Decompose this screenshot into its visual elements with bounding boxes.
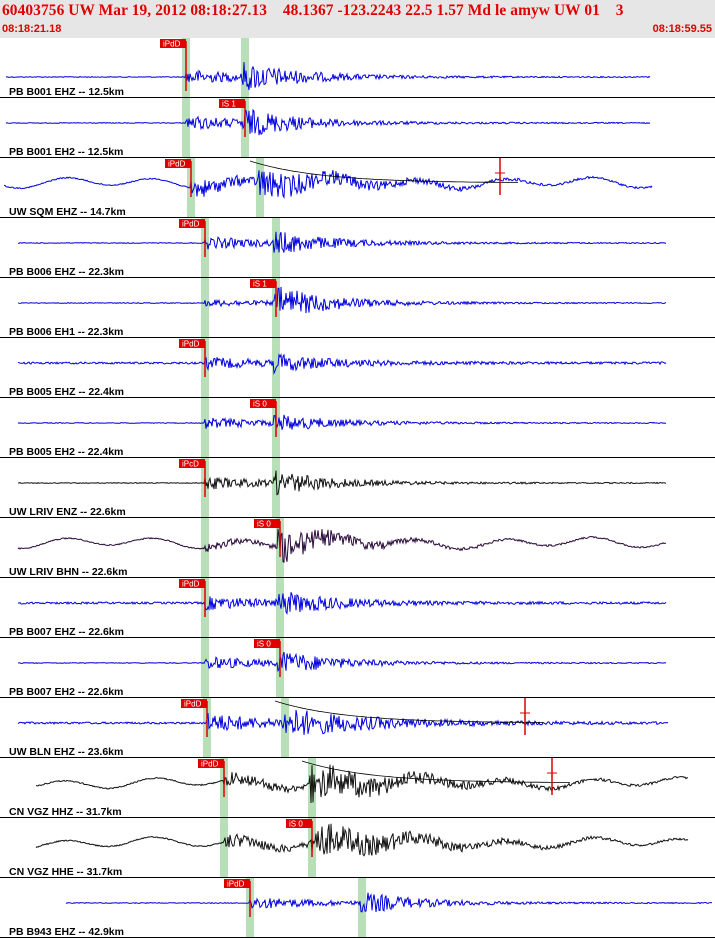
station-label: PB B943 EHZ -- 42.9km <box>9 926 124 938</box>
pick-flag <box>179 219 205 228</box>
waveform <box>17 592 667 615</box>
p-pick-band <box>201 278 209 337</box>
trace-row: iS 0 PB B005 EH2 -- 22.4km <box>0 398 715 458</box>
waveform <box>17 286 667 314</box>
pick-label: iPcD <box>182 460 199 469</box>
waveform <box>17 231 667 253</box>
trace-row: iS 0 CN VGZ HHE -- 31.7km <box>0 818 715 878</box>
trace-row: iPdD UW BLN EHZ -- 23.6km <box>0 698 715 758</box>
pick-label: iPdD <box>182 220 200 229</box>
coda-envelope <box>301 760 570 783</box>
waveform <box>5 108 651 136</box>
pick-flag <box>179 339 205 348</box>
pick-flag <box>181 699 207 708</box>
pick-flag <box>219 99 245 108</box>
pick-flag <box>250 279 276 288</box>
coda-envelope <box>274 700 543 723</box>
p-pick-band <box>220 818 228 877</box>
waveform <box>17 414 667 430</box>
coda-envelope <box>249 160 518 183</box>
pick-label: iPdD <box>182 340 200 349</box>
pick-flag <box>250 399 276 408</box>
pick-flag <box>179 579 205 588</box>
waveform <box>3 169 653 200</box>
waveform <box>17 470 667 496</box>
trace-row: iPcD UW LRIV ENZ -- 22.6km <box>0 458 715 518</box>
s-pick-band <box>358 878 366 937</box>
pick-flag <box>198 759 224 768</box>
pick-flag <box>286 819 312 828</box>
trace-row: iPdD UW SQM EHZ -- 14.7km <box>0 158 715 218</box>
station-label: PB B007 EHZ -- 22.6km <box>9 626 124 638</box>
p-pick-band <box>182 98 190 157</box>
pick-label: iS 0 <box>289 820 303 829</box>
trace-row: iS 0 UW LRIV BHN -- 22.6km <box>0 518 715 578</box>
trace-row: iPdD PB B006 EHZ -- 22.3km <box>0 218 715 278</box>
pick-label: iS 1 <box>253 280 267 289</box>
pick-label: iPdD <box>201 760 219 769</box>
waveform <box>17 651 667 673</box>
trace-row: iPdD CN VGZ HHZ -- 31.7km <box>0 758 715 818</box>
s-pick-band <box>308 758 316 817</box>
station-label: PB B001 EH2 -- 12.5km <box>9 146 123 158</box>
pick-label: iPdD <box>227 880 245 889</box>
s-pick-band <box>276 578 284 637</box>
pick-flag <box>224 879 250 888</box>
pick-label: iPdD <box>168 160 186 169</box>
pick-label: iPdD <box>163 40 181 49</box>
station-label: PB B006 EH1 -- 22.3km <box>9 326 123 338</box>
waveform <box>5 62 651 91</box>
header-bar: 60403756 UW Mar 19, 2012 08:18:27.13 48.… <box>0 0 715 38</box>
pick-flag <box>160 39 186 48</box>
s-pick-band <box>241 38 249 97</box>
seismogram-panel: iPdD PB B001 EHZ -- 12.5km iS 1 PB B001 EH2… <box>0 38 715 938</box>
waveform <box>17 709 669 735</box>
waveform <box>65 892 713 913</box>
pick-label: iS 0 <box>257 640 271 649</box>
pick-label: iPdD <box>184 700 202 709</box>
station-label: UW SQM EHZ -- 14.7km <box>9 206 126 218</box>
station-label: CN VGZ HHZ -- 31.7km <box>9 806 122 818</box>
pick-label: iS 0 <box>257 520 271 529</box>
pick-label: iPdD <box>182 580 200 589</box>
station-label: PB B005 EHZ -- 22.4km <box>9 386 124 398</box>
p-pick-band <box>201 398 209 457</box>
station-label: PB B001 EHZ -- 12.5km <box>9 86 124 98</box>
trace-row: iS 1 PB B006 EH1 -- 22.3km <box>0 278 715 338</box>
s-pick-band <box>272 218 280 277</box>
trace-row: iS 0 PB B007 EH2 -- 22.6km <box>0 638 715 698</box>
pick-flag <box>254 519 280 528</box>
trace-row: iPdD PB B005 EHZ -- 22.4km <box>0 338 715 398</box>
p-pick-band <box>201 638 209 697</box>
trace-row: iPdD PB B943 EHZ -- 42.9km <box>0 878 715 938</box>
waveform <box>35 764 688 804</box>
trace-row: iPdD PB B007 EHZ -- 22.6km <box>0 578 715 638</box>
pick-flag <box>165 159 191 168</box>
s-pick-band <box>272 458 280 517</box>
station-label: PB B006 EHZ -- 22.3km <box>9 266 124 278</box>
pick-flag <box>179 459 205 468</box>
pick-label: iS 1 <box>222 100 236 109</box>
station-label: PB B005 EH2 -- 22.4km <box>9 446 123 458</box>
station-label: PB B007 EH2 -- 22.6km <box>9 686 123 698</box>
trace-row: iS 1 PB B001 EH2 -- 12.5km <box>0 98 715 158</box>
end-time: 08:18:59.55 <box>652 23 712 35</box>
pick-label: iS 0 <box>253 400 267 409</box>
station-label: CN VGZ HHE -- 31.7km <box>9 866 122 878</box>
start-time: 08:18:21.18 <box>2 23 62 35</box>
station-label: UW BLN EHZ -- 23.6km <box>9 746 123 758</box>
station-label: UW LRIV BHN -- 22.6km <box>9 566 127 578</box>
pick-flag <box>254 639 280 648</box>
station-label: UW LRIV ENZ -- 22.6km <box>9 506 126 518</box>
trace-row: iPdD PB B001 EHZ -- 12.5km <box>0 38 715 98</box>
waveform <box>35 823 689 857</box>
waveform <box>17 352 667 376</box>
event-title: 60403756 UW Mar 19, 2012 08:18:27.13 48.… <box>2 2 624 19</box>
waveform <box>17 528 666 563</box>
s-pick-band <box>281 698 289 757</box>
